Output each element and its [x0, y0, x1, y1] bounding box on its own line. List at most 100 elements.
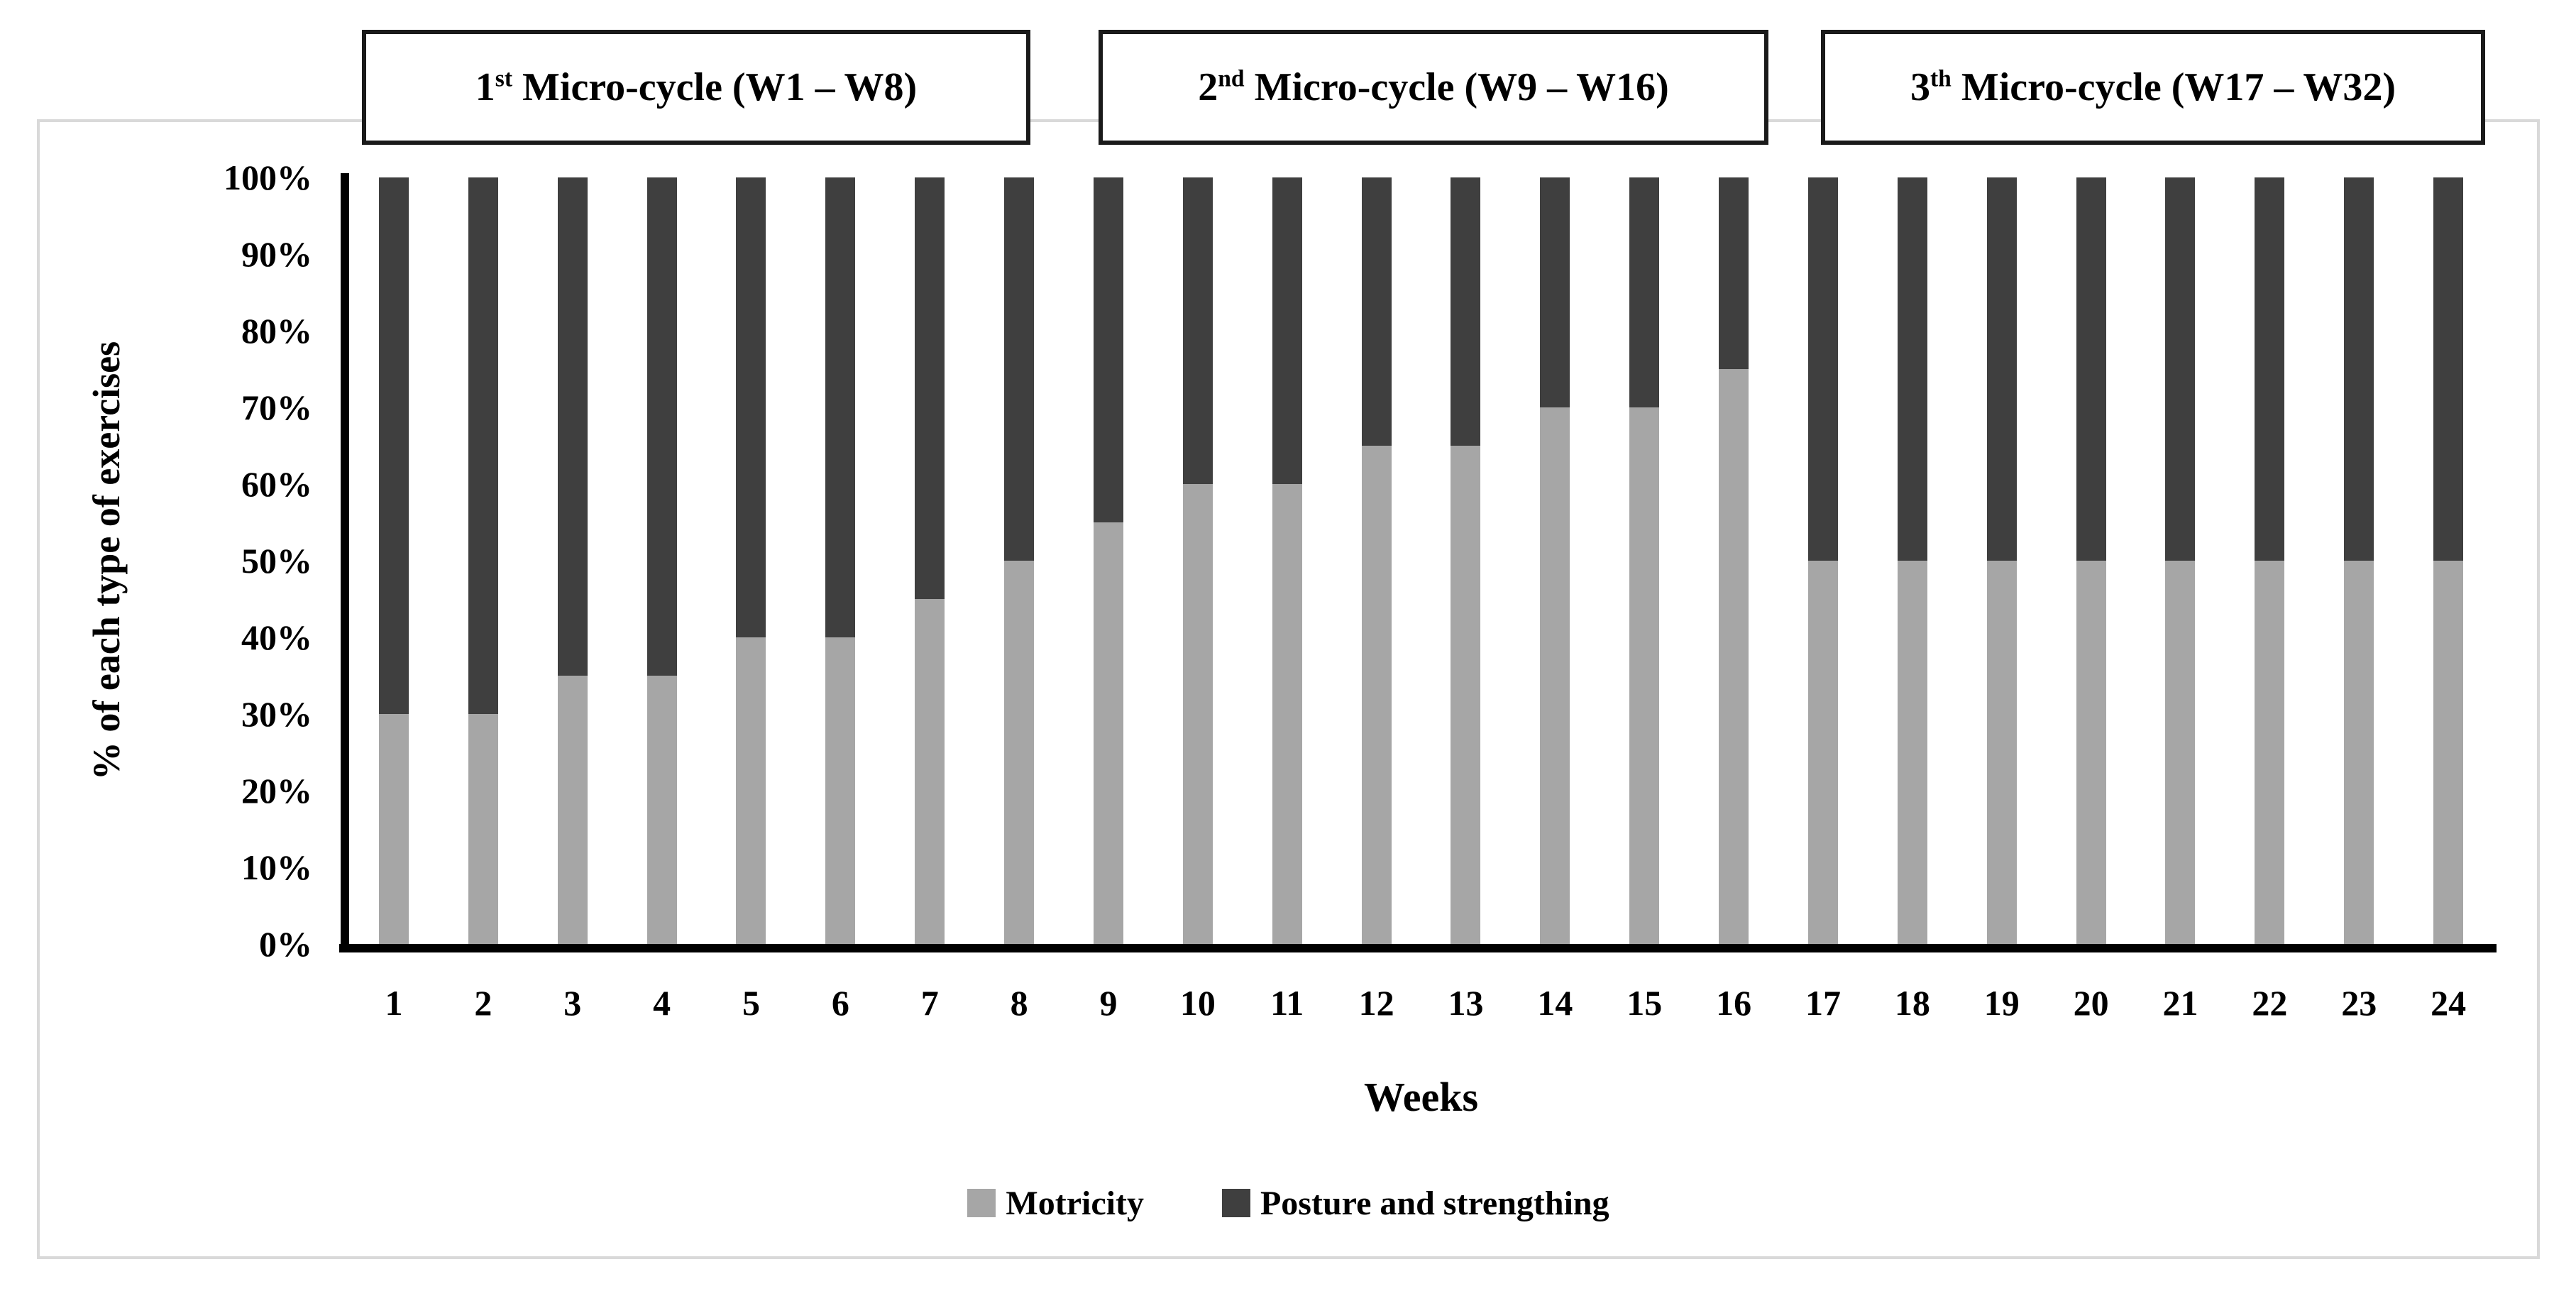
bar-slot-week-22 — [2225, 177, 2314, 944]
x-tick-12: 12 — [1358, 983, 1394, 1023]
segment-motricity-week-16 — [1719, 369, 1749, 944]
segment-motricity-week-13 — [1451, 446, 1481, 944]
segment-motricity-week-12 — [1361, 446, 1392, 944]
bar-week-20 — [2076, 177, 2106, 944]
segment-posture-week-3 — [557, 177, 588, 676]
bar-slot-week-7 — [885, 177, 974, 944]
bar-slot-week-18 — [1868, 177, 1957, 944]
segment-motricity-week-20 — [2076, 561, 2106, 944]
bar-slot-week-1 — [349, 177, 439, 944]
y-tick-90: 90% — [241, 234, 312, 274]
bar-slot-week-17 — [1778, 177, 1868, 944]
segment-posture-week-20 — [2076, 177, 2106, 561]
x-tick-19: 19 — [1983, 983, 2020, 1023]
x-tick-11: 11 — [1270, 983, 1304, 1023]
segment-motricity-week-18 — [1897, 561, 1927, 944]
segment-posture-week-11 — [1272, 177, 1302, 484]
bar-week-18 — [1897, 177, 1927, 944]
segment-posture-week-8 — [1004, 177, 1035, 561]
segment-motricity-week-15 — [1629, 407, 1660, 944]
bar-slot-week-10 — [1153, 177, 1243, 944]
bars — [349, 177, 2493, 944]
segment-motricity-week-17 — [1807, 561, 1838, 944]
segment-motricity-week-21 — [2165, 561, 2196, 944]
legend-label: Motricity — [1006, 1184, 1144, 1222]
bar-slot-week-2 — [439, 177, 528, 944]
y-axis-line — [341, 173, 349, 952]
bar-week-21 — [2165, 177, 2196, 944]
bar-slot-week-3 — [528, 177, 617, 944]
segment-posture-week-10 — [1182, 177, 1213, 484]
segment-posture-week-12 — [1361, 177, 1392, 446]
x-tick-15: 15 — [1626, 983, 1663, 1023]
segment-posture-week-2 — [468, 177, 498, 714]
x-tick-4: 4 — [653, 983, 671, 1023]
x-ticks: 1 2 3 4 5 6 7 8 9 10 11 12 13 14 15 16 17 18 19 20 21 22 23 24 — [349, 982, 2493, 1024]
segment-motricity-week-3 — [557, 676, 588, 944]
x-tick-3: 3 — [563, 983, 582, 1023]
y-tick-0: 0% — [259, 924, 312, 964]
cycle-box-3-label: 3th Micro-cycle (W17 – W32) — [1910, 65, 2396, 109]
x-tick-16: 16 — [1716, 983, 1752, 1023]
bar-slot-week-16 — [1689, 177, 1778, 944]
segment-motricity-week-23 — [2344, 561, 2374, 944]
bar-week-24 — [2433, 177, 2464, 944]
segment-motricity-week-11 — [1272, 484, 1302, 944]
y-tick-10: 10% — [241, 847, 312, 887]
y-tick-100: 100% — [224, 158, 312, 197]
bar-week-13 — [1451, 177, 1481, 944]
legend-swatch-icon — [967, 1189, 996, 1217]
legend-item-posture: Posture and strengthing — [1221, 1184, 1609, 1223]
cycle-box-2-label: 2nd Micro-cycle (W9 – W16) — [1198, 65, 1669, 109]
bar-week-19 — [1986, 177, 2017, 944]
bar-slot-week-24 — [2404, 177, 2493, 944]
x-tick-10: 10 — [1179, 983, 1216, 1023]
y-tick-20: 20% — [241, 771, 312, 811]
segment-posture-week-17 — [1807, 177, 1838, 561]
x-tick-8: 8 — [1010, 983, 1028, 1023]
bar-slot-week-19 — [1957, 177, 2047, 944]
x-tick-7: 7 — [920, 983, 939, 1023]
x-tick-21: 21 — [2162, 983, 2198, 1023]
bar-slot-week-4 — [617, 177, 707, 944]
segment-motricity-week-2 — [468, 714, 498, 944]
bar-slot-week-5 — [707, 177, 796, 944]
x-tick-2: 2 — [474, 983, 492, 1023]
y-tick-60: 60% — [241, 464, 312, 504]
segment-posture-week-19 — [1986, 177, 2017, 561]
x-tick-6: 6 — [831, 983, 849, 1023]
bar-week-23 — [2344, 177, 2374, 944]
cycle-box-1: 1st Micro-cycle (W1 – W8) — [362, 30, 1030, 145]
x-tick-5: 5 — [742, 983, 760, 1023]
segment-motricity-week-1 — [378, 714, 409, 944]
x-tick-13: 13 — [1448, 983, 1484, 1023]
segment-posture-week-23 — [2344, 177, 2374, 561]
x-tick-9: 9 — [1099, 983, 1118, 1023]
segment-posture-week-21 — [2165, 177, 2196, 561]
bar-week-9 — [1093, 177, 1123, 944]
x-axis-line — [339, 944, 2497, 952]
bar-week-2 — [468, 177, 498, 944]
bar-slot-week-21 — [2136, 177, 2225, 944]
bar-slot-week-23 — [2314, 177, 2404, 944]
cycle-box-3: 3th Micro-cycle (W17 – W32) — [1821, 30, 2485, 145]
x-axis-title: Weeks — [1363, 1074, 1479, 1120]
segment-motricity-week-14 — [1540, 407, 1570, 944]
segment-motricity-week-9 — [1093, 522, 1123, 944]
bar-slot-week-6 — [796, 177, 885, 944]
bar-week-1 — [378, 177, 409, 944]
segment-posture-week-6 — [825, 177, 856, 637]
segment-posture-week-13 — [1451, 177, 1481, 446]
segment-motricity-week-8 — [1004, 561, 1035, 944]
y-ticks: 100% 90% 80% 70% 60% 50% 40% 30% 20% 10% 0% — [0, 158, 312, 964]
segment-posture-week-18 — [1897, 177, 1927, 561]
x-tick-14: 14 — [1537, 983, 1573, 1023]
x-tick-17: 17 — [1805, 983, 1841, 1023]
bar-slot-week-13 — [1421, 177, 1511, 944]
segment-posture-week-5 — [736, 177, 766, 637]
y-tick-40: 40% — [241, 617, 312, 657]
bar-week-7 — [915, 177, 945, 944]
bar-slot-week-12 — [1332, 177, 1421, 944]
segment-posture-week-14 — [1540, 177, 1570, 407]
cycle-box-1-label: 1st Micro-cycle (W1 – W8) — [475, 65, 918, 109]
